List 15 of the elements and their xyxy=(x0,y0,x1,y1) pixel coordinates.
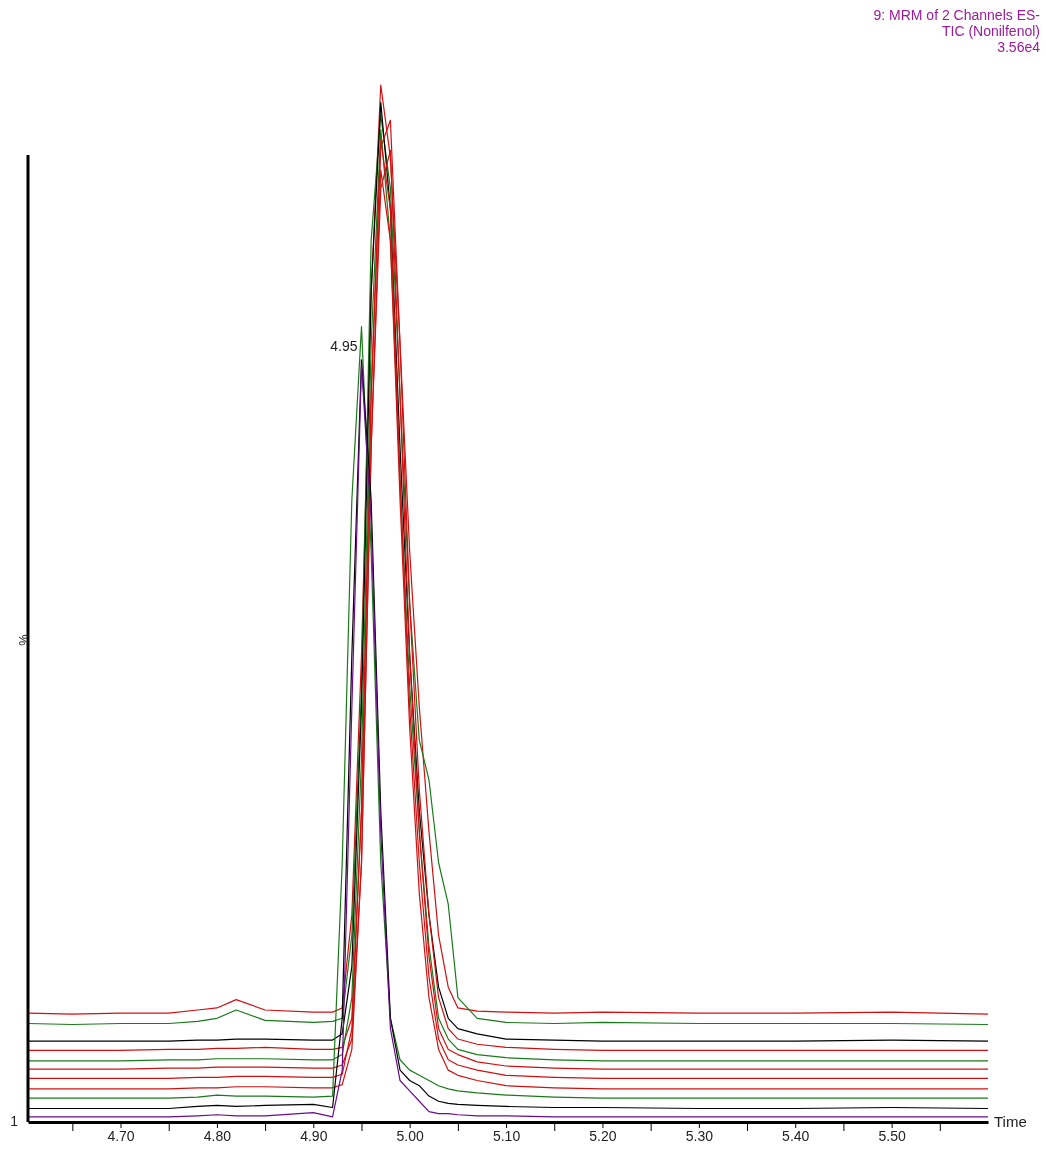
x-tick-label: 4.90 xyxy=(300,1127,328,1144)
chart-title: 9: MRM of 2 Channels ES- TIC (Nonilfenol) xyxy=(873,7,1041,39)
x-axis-title: Time xyxy=(994,1113,1027,1130)
x-tick-label: 4.80 xyxy=(203,1127,232,1144)
text: 3.56e4 xyxy=(997,39,1041,55)
annotation: 4.95 xyxy=(330,337,358,354)
x-tick-label: 5.10 xyxy=(492,1127,521,1144)
x-tick-label: 5.50 xyxy=(878,1127,906,1144)
x-tick-label: 4.70 xyxy=(107,1127,135,1144)
text: 1 xyxy=(10,1113,19,1129)
x-tick-label: 5.20 xyxy=(589,1127,617,1144)
x-tick-label: 5.00 xyxy=(396,1127,425,1144)
y-axis-title: % xyxy=(16,634,31,647)
x-tick-label: 5.40 xyxy=(782,1127,810,1144)
x-tick-label: 5.30 xyxy=(685,1127,714,1144)
